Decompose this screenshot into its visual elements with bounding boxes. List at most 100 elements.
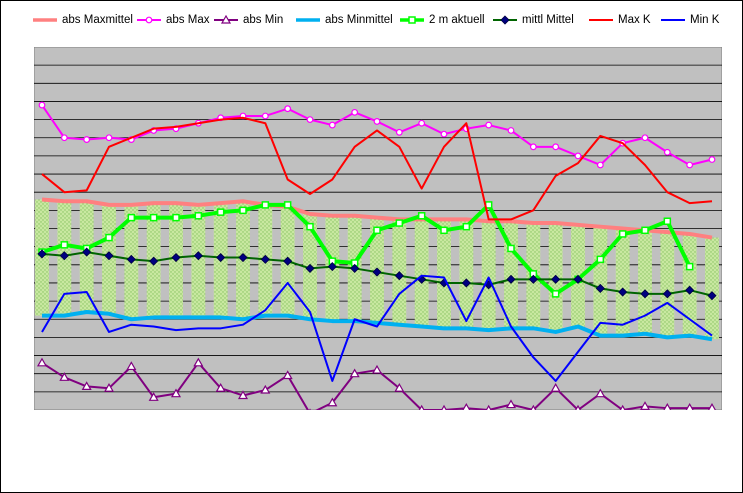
mittl-mittel-point <box>104 251 114 261</box>
range-bar <box>437 219 451 329</box>
legend-swatch-min-k <box>661 19 685 21</box>
series-lines <box>36 101 717 410</box>
abs-min-point <box>327 397 338 407</box>
abs-min-point <box>707 402 717 410</box>
range-bar <box>459 219 474 329</box>
mittl-mittel-point <box>573 274 583 284</box>
mittl-mittel-point <box>551 274 561 284</box>
range-bar <box>593 226 608 336</box>
abs-max-point <box>306 116 314 123</box>
abs-max-point <box>38 101 46 109</box>
series-abs-min <box>36 357 717 410</box>
abs-min-point <box>59 372 70 381</box>
2-m-aktuell-point <box>417 212 426 220</box>
series-line-abs-minmittel <box>42 309 713 342</box>
mittl-mittel-point <box>126 254 136 264</box>
abs-min-point <box>148 392 159 401</box>
abs-max-point <box>83 136 91 143</box>
2-m-aktuell-point <box>685 262 694 271</box>
abs-min-point <box>505 399 517 409</box>
legend-item-abs-max: abs Max <box>136 11 209 29</box>
range-bar <box>191 204 206 318</box>
abs-min-point <box>36 357 48 367</box>
legend-label: 2 m aktuell <box>429 14 485 26</box>
series-mittl-mittel <box>37 247 717 301</box>
mittl-mittel-point <box>283 256 293 266</box>
series-abs-maxmittel <box>41 197 713 240</box>
range-bar <box>615 228 630 336</box>
abs-max-point <box>418 119 426 127</box>
range-bar <box>660 232 675 338</box>
plot-area <box>34 47 722 410</box>
legend-label: abs Max <box>166 14 210 26</box>
mittl-mittel-point <box>327 262 337 272</box>
2-m-aktuell-point <box>395 219 404 227</box>
mittl-mittel-point <box>506 274 516 284</box>
2-m-aktuell-point <box>306 222 314 231</box>
abs-max-point <box>373 118 381 125</box>
abs-min-point <box>441 404 447 410</box>
legend-label: abs Min <box>243 14 284 26</box>
series-line-min-k <box>41 274 713 382</box>
2-m-aktuell-point <box>283 201 292 209</box>
mittl-mittel-point <box>618 287 628 297</box>
mittl-mittel-point <box>394 271 404 281</box>
legend-mittl-mittel-point <box>500 15 510 25</box>
2-m-aktuell-point <box>127 213 136 222</box>
abs-max-point <box>261 112 269 120</box>
mittl-mittel-point <box>37 249 47 259</box>
abs-min-point <box>394 383 405 392</box>
legend-item-mittl-mittel: mittl Mittel <box>492 11 574 29</box>
legend-label: mittl Mittel <box>522 14 574 26</box>
legend-2-m-aktuell-point <box>408 16 416 24</box>
mittl-mittel-point <box>238 252 248 263</box>
abs-max-point <box>574 152 582 160</box>
series-abs-minmittel <box>42 309 713 342</box>
range-bar <box>481 221 496 331</box>
mittl-mittel-point <box>461 278 471 288</box>
legend-item-abs-maxmittel: abs Maxmittel <box>32 11 133 29</box>
abs-max-point <box>351 108 359 116</box>
legend-swatch-abs-minmittel <box>296 18 320 22</box>
mittl-mittel-point <box>216 252 226 263</box>
abs-max-point <box>641 134 649 142</box>
2-m-aktuell-point <box>462 222 471 231</box>
legend-swatch-max-k <box>589 19 613 21</box>
abs-min-point <box>260 384 271 394</box>
abs-max-point <box>284 105 292 113</box>
legend-abs-max-point <box>145 16 153 24</box>
mittl-mittel-point <box>82 247 92 257</box>
abs-max-point <box>485 121 493 129</box>
abs-min-point <box>282 370 293 380</box>
abs-min-point <box>550 383 561 392</box>
2-m-aktuell-point <box>172 213 180 222</box>
legend-swatch-2-m-aktuell <box>400 16 424 24</box>
mittl-mittel-point <box>662 289 672 299</box>
2-m-aktuell-point <box>507 244 515 253</box>
2-m-aktuell-point <box>551 290 560 298</box>
abs-min-point <box>685 402 694 410</box>
legend-swatch-abs-min <box>214 15 238 24</box>
legend-item-abs-min: abs Min <box>213 11 283 29</box>
abs-min-point <box>575 404 581 410</box>
mittl-mittel-point <box>260 254 270 264</box>
abs-min-point <box>170 388 182 398</box>
legend-item-max-k: Max K <box>588 11 651 29</box>
abs-max-point <box>60 134 68 142</box>
abs-min-point <box>462 402 471 410</box>
abs-min-point <box>215 383 226 392</box>
mittl-mittel-point <box>149 256 159 266</box>
abs-max-point <box>105 134 113 142</box>
abs-min-point <box>619 404 626 410</box>
mittl-mittel-point <box>707 291 717 301</box>
2-m-aktuell-point <box>194 212 203 220</box>
range-bar <box>638 230 652 334</box>
abs-min-point <box>237 390 249 400</box>
2-m-aktuell-point <box>596 255 605 264</box>
abs-max-point <box>596 161 604 169</box>
legend-swatch-abs-max <box>137 16 161 24</box>
series-line-max-k <box>41 116 713 221</box>
abs-max-point <box>507 127 515 134</box>
abs-max-point <box>328 121 336 129</box>
